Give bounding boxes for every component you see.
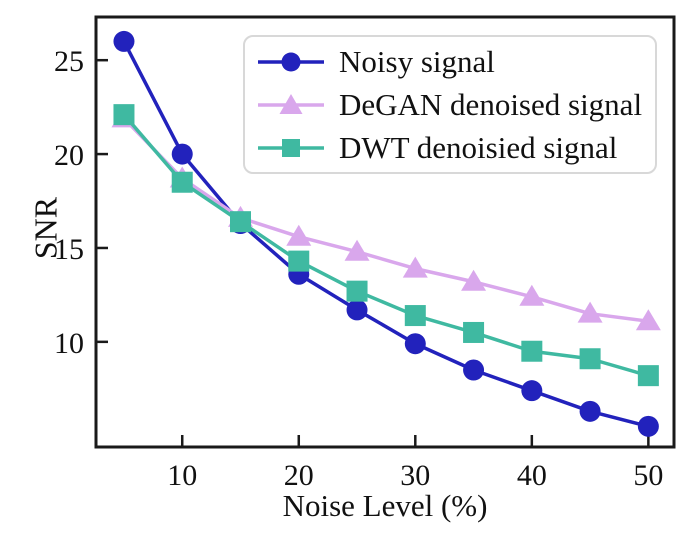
degan-denoised-signal-line: [122, 117, 649, 323]
dwt-denoisied-signal-point: [579, 348, 601, 370]
dwt-denoisied-signal-line: [122, 113, 649, 378]
x-tick-label: 50: [633, 459, 663, 492]
triangle-marker-icon: [258, 93, 324, 114]
y-tick-label: 20: [54, 139, 84, 172]
dwt-denoisied-signal-point: [288, 250, 310, 272]
degan-denoised-signal-point: [461, 269, 487, 291]
noisy-signal-line: [122, 40, 649, 429]
noisy-signal-point: [521, 380, 543, 402]
noisy-signal-point: [637, 415, 659, 437]
plot-frame: [94, 15, 676, 449]
dwt-denoisied-signal-point: [637, 365, 659, 387]
legend-label: DWT denoisied signal: [339, 130, 618, 165]
noisy-signal-point: [579, 400, 601, 422]
legend: Noisy signal DeGAN denoised signal DWT d…: [243, 35, 657, 174]
degan-denoised-signal-point: [344, 239, 370, 261]
degan-denoised-signal-point: [635, 309, 661, 331]
noisy-signal-point: [171, 143, 193, 165]
noisy-signal-point: [404, 333, 426, 355]
dwt-denoisied-signal-point: [171, 171, 193, 193]
x-tick-label: 20: [284, 459, 314, 492]
legend-item: DeGAN denoised signal: [253, 84, 655, 126]
noisy-signal-point: [113, 30, 135, 52]
y-tick-label: 10: [54, 327, 84, 360]
legend-item: Noisy signal: [253, 41, 655, 83]
square-marker-icon: [258, 138, 324, 157]
legend-label: DeGAN denoised signal: [339, 87, 643, 122]
dwt-denoisied-signal-point: [346, 280, 368, 302]
x-axis-label: Noise Level (%): [282, 488, 488, 523]
x-tick-label: 40: [517, 459, 547, 492]
circle-marker-icon: [258, 52, 324, 71]
noisy-signal-point: [346, 299, 368, 321]
dwt-denoisied-signal-point: [463, 321, 485, 343]
dwt-denoisied-signal-point: [404, 305, 426, 327]
degan-denoised-signal-point: [519, 284, 545, 306]
y-tick-label: 15: [54, 233, 84, 266]
dwt-denoisied-signal-point: [230, 211, 251, 233]
x-tick-label: 10: [167, 459, 197, 492]
y-axis-label: SNR: [27, 196, 64, 260]
degan-denoised-signal-point: [286, 224, 312, 246]
legend-item: DWT denoisied signal: [253, 127, 655, 169]
degan-denoised-signal-point: [577, 301, 603, 323]
dwt-denoisied-signal-point: [113, 104, 135, 126]
noisy-signal-point: [463, 359, 485, 381]
dwt-denoisied-signal-point: [521, 340, 543, 362]
y-tick-label: 25: [54, 45, 84, 78]
x-tick-label: 30: [400, 459, 430, 492]
degan-denoised-signal-point: [402, 256, 428, 278]
legend-label: Noisy signal: [339, 44, 495, 79]
